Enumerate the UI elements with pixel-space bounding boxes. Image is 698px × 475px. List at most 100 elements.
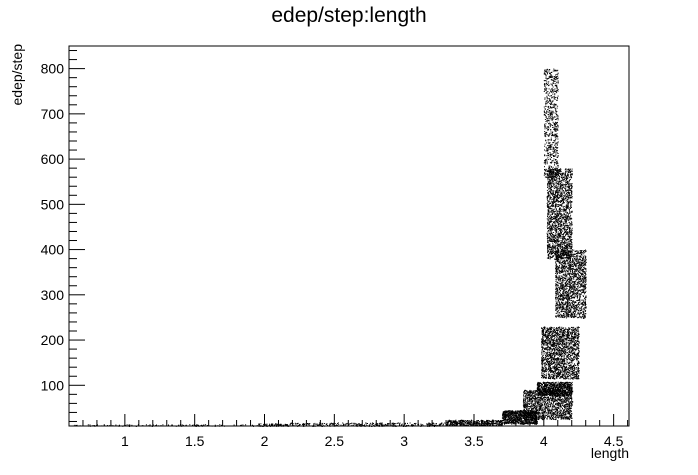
data-point [541, 334, 543, 335]
data-point [531, 421, 533, 423]
data-point [544, 368, 546, 370]
data-point [494, 422, 496, 424]
data-point [506, 412, 508, 413]
data-point [559, 385, 561, 386]
data-point [536, 416, 538, 418]
data-point [574, 351, 576, 353]
data-point [559, 413, 561, 415]
data-point [542, 415, 543, 417]
data-point [527, 393, 529, 395]
data-point [486, 424, 488, 426]
data-point [572, 336, 574, 337]
data-point [549, 391, 551, 393]
data-point [549, 353, 551, 355]
data-point [563, 335, 565, 336]
data-point [546, 415, 548, 416]
data-point [543, 351, 545, 353]
data-point [435, 424, 436, 426]
data-point [553, 414, 555, 416]
data-point [534, 413, 536, 415]
data-point [570, 337, 572, 339]
data-point [532, 395, 534, 397]
data-point [444, 422, 446, 424]
data-point [495, 423, 497, 424]
data-point [544, 382, 546, 384]
data-point [540, 417, 542, 419]
data-point [508, 415, 510, 417]
data-point [563, 406, 565, 407]
data-point [566, 386, 568, 388]
data-point [543, 386, 544, 388]
data-point [551, 355, 553, 357]
data-point [449, 421, 451, 422]
data-point [563, 390, 565, 392]
data-point [571, 355, 573, 356]
data-point [324, 423, 326, 424]
data-point [544, 412, 546, 414]
data-point [555, 404, 557, 406]
data-point [560, 403, 562, 404]
data-point [536, 389, 538, 391]
data-point [556, 413, 558, 415]
data-point [560, 394, 562, 396]
data-point [505, 417, 507, 419]
data-point [529, 396, 530, 398]
data-point [551, 399, 553, 401]
data-point [455, 423, 457, 425]
data-point [290, 422, 292, 424]
data-point [561, 385, 563, 387]
data-point [504, 422, 506, 423]
data-point [370, 422, 372, 424]
data-point [503, 412, 505, 414]
data-point [557, 388, 559, 390]
data-point [568, 383, 570, 385]
data-point [519, 411, 521, 413]
data-point [271, 423, 272, 425]
data-point [554, 411, 556, 412]
data-point [576, 356, 578, 358]
data-point [544, 385, 546, 387]
data-point [509, 413, 511, 415]
data-point [532, 416, 534, 418]
data-point [517, 416, 519, 418]
data-point [535, 400, 537, 402]
data-point [560, 414, 562, 416]
data-point [538, 418, 540, 420]
data-point [429, 423, 431, 425]
data-point [550, 365, 551, 367]
data-point [568, 388, 570, 390]
data-point [358, 423, 360, 425]
data-point [458, 420, 460, 422]
data-point [550, 397, 552, 399]
data-point [343, 423, 345, 425]
data-point [554, 406, 556, 408]
data-point [468, 424, 470, 425]
data-point [466, 423, 468, 425]
data-point [560, 411, 562, 413]
data-point [534, 400, 536, 402]
data-point [576, 353, 578, 355]
data-point [285, 424, 286, 426]
data-point [549, 353, 551, 355]
data-point [559, 356, 561, 358]
data-point [307, 423, 308, 424]
data-point [454, 420, 456, 422]
data-point [523, 399, 525, 401]
data-point [538, 408, 540, 410]
data-point [523, 404, 525, 406]
data-point [551, 386, 553, 388]
data-point [266, 423, 268, 425]
data-point [545, 405, 547, 407]
data-point [534, 416, 536, 418]
data-point [541, 392, 542, 393]
data-point [562, 391, 563, 393]
data-point [570, 410, 572, 412]
data-point [556, 327, 557, 329]
data-point [547, 391, 549, 393]
data-point [514, 421, 516, 423]
data-point [453, 421, 455, 423]
data-point [562, 394, 564, 396]
data-point [525, 410, 527, 412]
data-point [555, 390, 557, 392]
data-point [570, 396, 572, 398]
